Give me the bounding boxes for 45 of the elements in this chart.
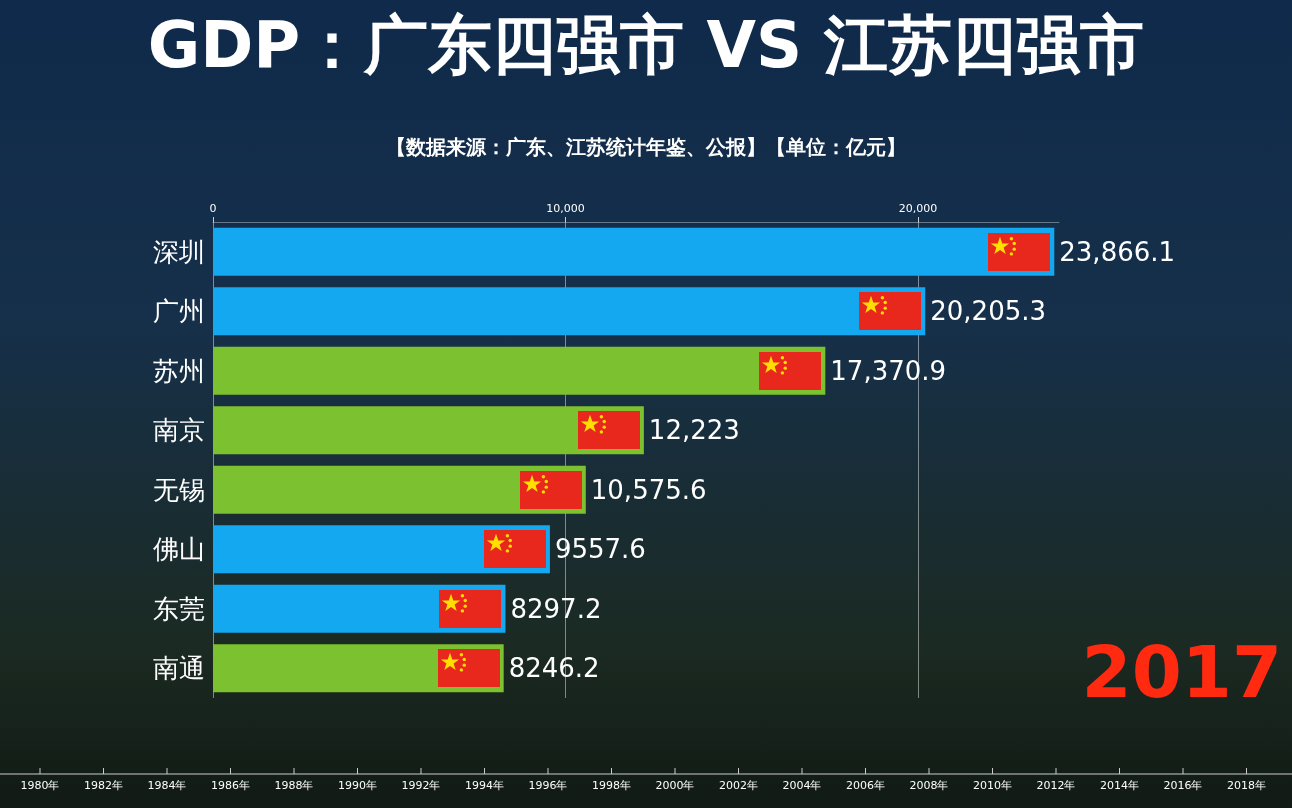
- text: 2002年: [719, 779, 758, 792]
- y-tick-label: 南通: [153, 653, 205, 684]
- text: 2017: [1081, 630, 1282, 714]
- text: 1982年: [84, 779, 123, 792]
- data-label: 17,370.9: [830, 355, 947, 386]
- text: 2006年: [846, 779, 885, 792]
- text: 2014年: [1100, 779, 1139, 792]
- text: 1998年: [592, 779, 631, 792]
- text: 1992年: [401, 779, 441, 792]
- y-tick-label: 佛山: [153, 534, 205, 565]
- data-label: 8246.2: [508, 653, 600, 684]
- text: 2016年: [1163, 779, 1203, 792]
- text: 1990年: [338, 779, 377, 792]
- text: 1984年: [147, 779, 187, 792]
- chart-title: GDP：广东四强市 VS 江苏四强市: [147, 8, 1145, 82]
- data-label: 8297.2: [510, 593, 602, 624]
- chart-subtitle: 【数据来源：广东、江苏统计年鉴、公报】【单位：亿元】: [386, 135, 906, 159]
- text: 1988年: [274, 779, 314, 792]
- text: 1986年: [211, 779, 250, 792]
- x-tick-label: 20,000: [898, 202, 938, 215]
- y-tick-label: 苏州: [153, 355, 205, 386]
- y-tick-label: 广州: [153, 296, 205, 327]
- text: 2008年: [909, 779, 949, 792]
- text: 2004年: [782, 779, 822, 792]
- bar: [213, 287, 926, 336]
- text: 1994年: [465, 779, 504, 792]
- y-tick-label: 无锡: [153, 474, 205, 505]
- text: 2010年: [973, 779, 1012, 792]
- y-tick-label: 南京: [153, 415, 205, 446]
- x-tick-label: 10,000: [546, 202, 585, 215]
- y-tick-label: 东莞: [153, 593, 205, 624]
- text: 2000年: [655, 779, 695, 792]
- y-tick-label: 深圳: [153, 236, 205, 267]
- data-label: 12,223: [648, 415, 740, 446]
- text: 1980年: [20, 779, 60, 792]
- bar: [213, 227, 1055, 276]
- data-label: 10,575.6: [590, 474, 707, 505]
- text: 2012年: [1036, 779, 1076, 792]
- text: 2018年: [1227, 779, 1266, 792]
- data-label: 9557.6: [554, 534, 646, 565]
- data-label: 20,205.3: [930, 296, 1047, 327]
- text: 1996年: [528, 779, 568, 792]
- bar: [213, 346, 826, 395]
- x-tick-label: 0: [209, 202, 217, 215]
- data-label: 23,866.1: [1059, 236, 1176, 267]
